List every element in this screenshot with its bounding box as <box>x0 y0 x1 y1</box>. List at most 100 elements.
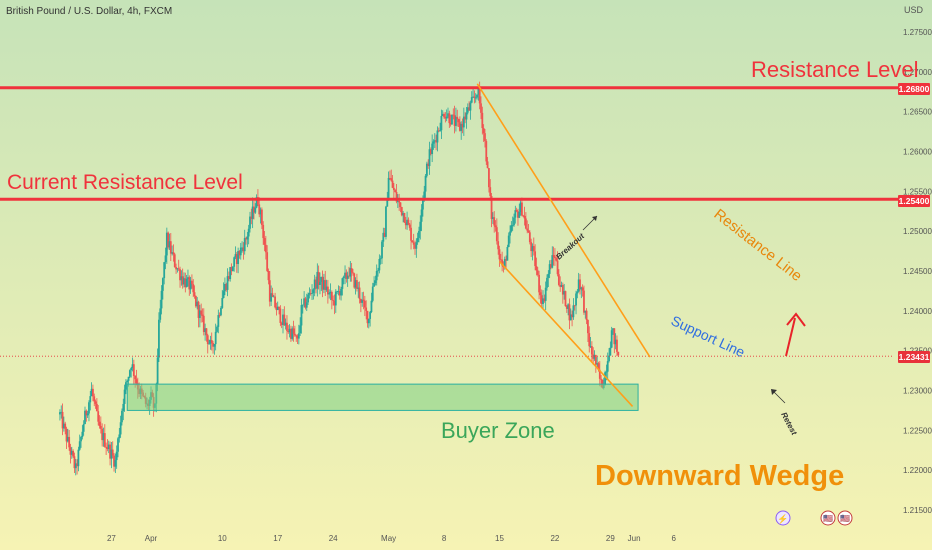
candle-body <box>89 396 92 403</box>
candle-body <box>501 259 504 266</box>
candle-body <box>524 218 527 229</box>
candle-body <box>485 141 488 162</box>
candle-body <box>481 112 484 129</box>
candle-body <box>477 88 480 95</box>
candle-body <box>387 177 390 201</box>
candle-body <box>344 272 346 277</box>
wedge-support-line[interactable] <box>498 260 634 407</box>
candle-body <box>61 411 64 429</box>
candle-body <box>73 456 76 469</box>
candle-body <box>278 306 280 309</box>
current-price-text: 1.23431 <box>899 352 930 362</box>
candle-body <box>105 446 108 448</box>
candle-body <box>385 206 387 237</box>
candle-body <box>443 114 445 118</box>
candle-body <box>340 288 342 296</box>
candle-body <box>66 436 69 442</box>
candle-body <box>246 236 249 240</box>
lightning-event-icon[interactable] <box>775 510 791 526</box>
candle-body <box>486 161 489 169</box>
candle-body <box>169 241 172 254</box>
candle-body <box>177 268 180 270</box>
candle-body <box>493 217 496 226</box>
candle-body <box>222 291 225 299</box>
candle-body <box>398 200 401 203</box>
candle-body <box>171 252 174 254</box>
candle-body <box>201 314 204 316</box>
candle-body <box>394 190 397 193</box>
candle-body <box>506 246 509 261</box>
candle-body <box>72 450 75 457</box>
candle-body <box>418 230 420 238</box>
lightning-event-glyph: ⚡ <box>777 513 788 525</box>
candle-body <box>406 219 408 226</box>
candle-body <box>345 272 348 279</box>
candle-body <box>282 314 284 325</box>
candle-body <box>209 340 212 344</box>
breakout-arrow-head <box>592 216 597 221</box>
candle-body <box>92 388 94 397</box>
candle-body <box>593 354 596 359</box>
buyer-zone-rect[interactable] <box>126 383 639 411</box>
us-flag-event-icon-1[interactable] <box>820 510 836 526</box>
candle-body <box>513 217 515 226</box>
candle-body <box>286 322 288 331</box>
candle-body <box>608 355 610 362</box>
candle-body <box>411 240 414 243</box>
x-tick-label: 17 <box>273 534 282 543</box>
candle-body <box>579 279 581 290</box>
us-flag-event-icon-2[interactable] <box>837 510 853 526</box>
candle-body <box>509 231 511 236</box>
candle-body <box>407 219 410 225</box>
candle-body <box>165 232 168 256</box>
candle-body <box>439 130 441 132</box>
candle-body <box>359 298 362 303</box>
y-tick-label: 1.26000 <box>903 148 932 157</box>
candle-body <box>158 319 160 358</box>
candle-body <box>237 251 240 264</box>
candle-body <box>283 314 286 326</box>
candle-body <box>528 232 531 243</box>
candle-body <box>414 244 416 249</box>
candle-body <box>592 354 595 359</box>
candle-body <box>109 444 111 459</box>
candle-body <box>180 276 183 281</box>
candle-body <box>128 370 131 377</box>
candle-body <box>204 328 207 333</box>
candle-body <box>341 278 344 289</box>
candle-body <box>445 116 448 119</box>
y-tick-label: 1.24000 <box>903 307 932 316</box>
candle-body <box>614 339 617 345</box>
x-tick-label: Jun <box>628 534 641 543</box>
candle-body <box>336 291 339 293</box>
candle-body <box>323 280 325 290</box>
candle-body <box>328 293 331 295</box>
wedge-resistance-line[interactable] <box>476 83 651 358</box>
candle-body <box>161 278 164 291</box>
candle-body <box>206 335 209 344</box>
candle-body <box>279 308 282 323</box>
y-tick-label: 1.21500 <box>903 506 932 515</box>
candle-body <box>382 232 385 242</box>
candle-body <box>280 322 283 325</box>
candle-body <box>268 280 271 302</box>
candle-body <box>590 346 593 355</box>
price-tag-1268 <box>898 83 930 95</box>
candle-body <box>184 278 187 288</box>
candle-body <box>378 259 381 271</box>
candle-body <box>264 244 267 253</box>
candle-body <box>396 200 399 202</box>
candle-body <box>130 368 133 371</box>
candle-body <box>200 310 203 315</box>
candle-body <box>569 314 572 321</box>
candle-body <box>465 112 468 120</box>
candle-body <box>110 449 113 459</box>
candle-body <box>556 260 559 275</box>
candle-body <box>230 267 233 272</box>
price-tag-1268-text: 1.26800 <box>899 84 930 94</box>
candle-body <box>565 306 568 309</box>
candle-body <box>247 228 250 237</box>
candle-body <box>480 103 482 113</box>
